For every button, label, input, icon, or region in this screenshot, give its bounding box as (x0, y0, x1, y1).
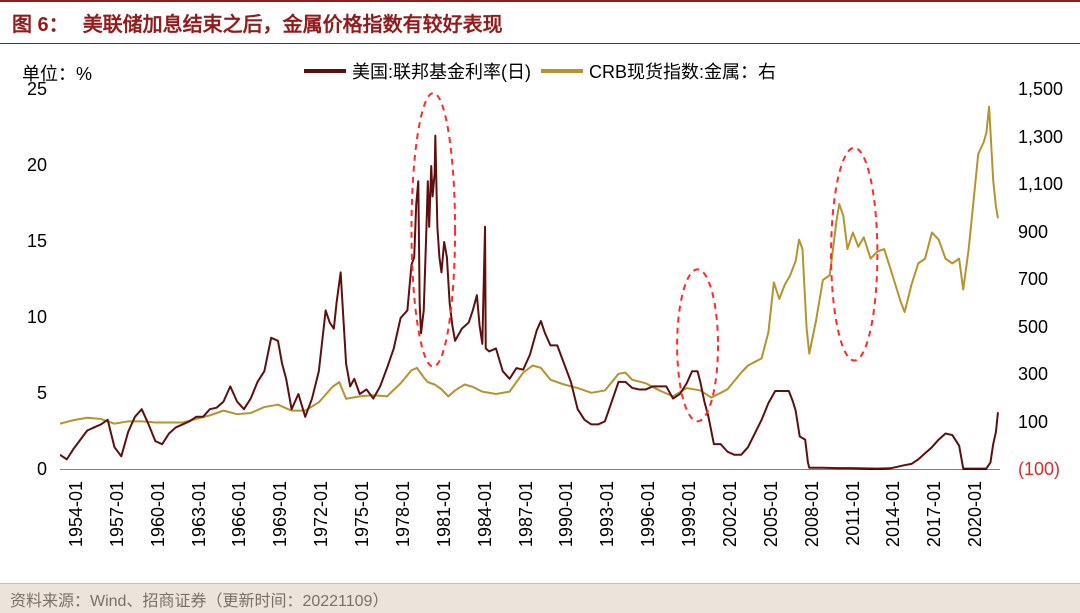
y-left-tick-label: 10 (27, 307, 47, 328)
y-right-tick-label: 300 (1018, 364, 1048, 385)
y-left-tick-label: 25 (27, 79, 47, 100)
x-tick-label: 2017-01 (924, 481, 945, 547)
x-axis-ticks: 1954-01 1957-01 1960-01 1963-01 1966-01 1969-… (60, 475, 1000, 580)
chart-svg (60, 90, 1000, 470)
x-tick-label: 1969-01 (270, 481, 291, 547)
y-right-tick-label: 1,100 (1018, 174, 1063, 195)
x-tick-label: 1963-01 (189, 481, 210, 547)
x-tick-label: 1993-01 (597, 481, 618, 547)
x-tick-label: 1972-01 (311, 481, 332, 547)
legend-item-fed: 美国:联邦基金利率(日) (304, 58, 531, 84)
x-tick-label: 1987-01 (516, 481, 537, 547)
y-left-tick-label: 20 (27, 155, 47, 176)
y-right-tick-label: 100 (1018, 412, 1048, 433)
figure-number: 图 6： (12, 8, 69, 37)
y-left-tick-label: 15 (27, 231, 47, 252)
y-left-tick-label: 0 (37, 459, 47, 480)
x-tick-label: 1996-01 (638, 481, 659, 547)
x-tick-label: 2008-01 (802, 481, 823, 547)
x-tick-label: 1975-01 (352, 481, 373, 547)
y-right-tick-label: 900 (1018, 222, 1048, 243)
y-left-tick-label: 5 (37, 383, 47, 404)
x-tick-label: 2020-01 (965, 481, 986, 547)
x-tick-label: 2011-01 (843, 481, 864, 546)
x-tick-label: 1960-01 (148, 481, 169, 547)
legend: 美国:联邦基金利率(日) CRB现货指数:金属：右 (0, 58, 1080, 84)
x-tick-label: 1984-01 (475, 481, 496, 547)
x-tick-label: 2005-01 (761, 481, 782, 547)
x-tick-label: 1954-01 (66, 481, 87, 547)
x-tick-label: 1999-01 (679, 481, 700, 547)
x-tick-label: 1981-01 (434, 481, 455, 547)
y-right-tick-label: (100) (1018, 459, 1060, 480)
plot-area (60, 90, 1000, 470)
source-text: 资料来源：Wind、招商证券（更新时间：20221109） (10, 587, 388, 611)
x-tick-label: 2014-01 (883, 481, 904, 547)
legend-label-fed: 美国:联邦基金利率(日) (352, 58, 531, 84)
y-right-tick-label: 700 (1018, 269, 1048, 290)
legend-swatch-crb (541, 69, 583, 73)
y-right-axis-ticks: (100)1003005007009001,1001,3001,500 (1010, 90, 1080, 470)
x-tick-label: 1978-01 (393, 481, 414, 547)
y-right-tick-label: 1,300 (1018, 127, 1063, 148)
title-bar: 图 6： 美联储加息结束之后，金属价格指数有较好表现 (0, 0, 1080, 44)
legend-swatch-fed (304, 69, 346, 73)
x-tick-label: 2002-01 (720, 481, 741, 547)
y-right-tick-label: 1,500 (1018, 79, 1063, 100)
source-line: 资料来源：Wind、招商证券（更新时间：20221109） (0, 583, 1080, 613)
legend-label-crb: CRB现货指数:金属：右 (589, 58, 776, 84)
x-tick-label: 1990-01 (556, 481, 577, 547)
x-tick-label: 1966-01 (229, 481, 250, 547)
figure-container: 图 6： 美联储加息结束之后，金属价格指数有较好表现 单位：% 美国:联邦基金利… (0, 0, 1080, 613)
legend-item-crb: CRB现货指数:金属：右 (541, 58, 776, 84)
x-tick-label: 1957-01 (107, 481, 128, 547)
figure-title: 美联储加息结束之后，金属价格指数有较好表现 (83, 8, 503, 37)
y-left-axis-ticks: 0510152025 (0, 90, 55, 470)
y-right-tick-label: 500 (1018, 317, 1048, 338)
